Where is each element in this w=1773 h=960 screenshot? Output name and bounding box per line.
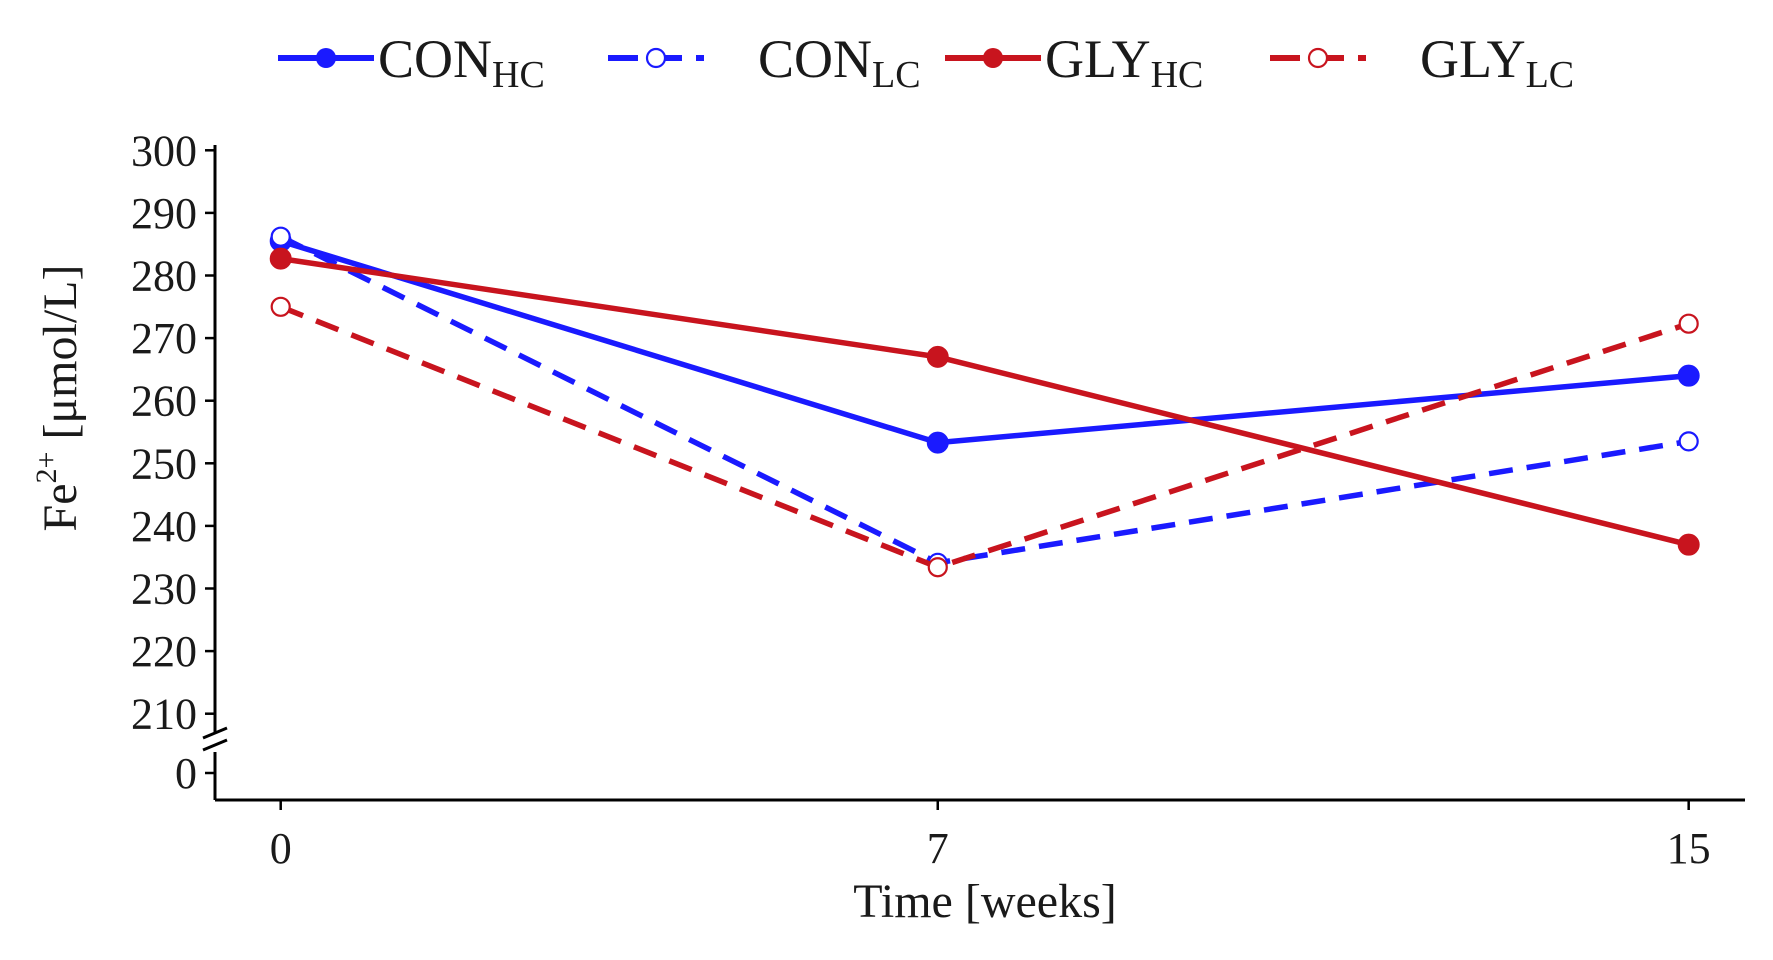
y-tick-label: 280: [131, 252, 197, 301]
legend-label: GLYLC: [1420, 29, 1574, 96]
axis-break-mark: [202, 738, 228, 752]
y-axis-title-rest: [μmol/L]: [34, 265, 87, 452]
data-point: [1677, 364, 1700, 387]
legend-label-main: CON: [758, 29, 872, 89]
y-tick-label: 250: [131, 439, 197, 488]
y-axis-title-sup: 2+: [30, 452, 63, 484]
legend-key-marker: [316, 48, 336, 68]
series-line-gly-hc: [280, 255, 1690, 548]
y-tick-label: 0: [175, 749, 197, 798]
legend-label-main: GLY: [1420, 29, 1526, 89]
data-point: [1677, 533, 1700, 556]
legend-key: [278, 48, 374, 68]
data-point: [269, 247, 292, 270]
y-axis-title-main: Fe: [34, 483, 87, 531]
data-point: [926, 345, 949, 368]
legend-label: GLYHC: [1045, 29, 1203, 96]
data-point: [1678, 431, 1699, 452]
legend-label-main: GLY: [1045, 29, 1151, 89]
legend-label-sub: HC: [492, 54, 545, 96]
y-tick-label: 270: [131, 314, 197, 363]
axis-break-mark: [202, 726, 228, 740]
x-axis-title: Time [weeks]: [853, 875, 1117, 928]
data-point: [270, 296, 291, 317]
legend-label-sub: LC: [1526, 54, 1575, 96]
series-line-con-lc: [279, 234, 1690, 566]
plot-area: [269, 226, 1700, 578]
y-tick-label: 260: [131, 377, 197, 426]
data-point: [1678, 313, 1699, 334]
legend: CONHC CONLC GLYHC GLYLC: [278, 29, 1574, 96]
x-tick-label: 15: [1667, 824, 1711, 873]
legend-label-sub: HC: [1151, 54, 1204, 96]
y-tick-label: 230: [131, 565, 197, 614]
legend-key-marker: [645, 47, 667, 69]
data-point: [270, 226, 291, 247]
x-tick-label: 7: [927, 824, 949, 873]
legend-label-main: CON: [378, 29, 492, 89]
y-tick-label: 220: [131, 627, 197, 676]
legend-key: [945, 48, 1041, 68]
y-tick-label: 300: [131, 126, 197, 175]
y-tick-label: 210: [131, 690, 197, 739]
legend-key: [608, 47, 704, 69]
legend-key: [1270, 47, 1366, 69]
legend-label: CONHC: [378, 29, 545, 96]
axes: 300 290 280 270 260 250 240 230 220 210 0 0 7 15: [131, 126, 1745, 873]
y-tick-label: 240: [131, 502, 197, 551]
data-point: [927, 557, 948, 578]
legend-label: CONLC: [758, 29, 921, 96]
y-tick-label: 290: [131, 189, 197, 238]
legend-label-sub: LC: [872, 54, 921, 96]
y-axis-title: Fe2+ [μmol/L]: [30, 265, 87, 532]
legend-key-marker: [1307, 47, 1329, 69]
legend-key-marker: [983, 48, 1003, 68]
data-point: [926, 431, 949, 454]
x-tick-label: 0: [270, 824, 292, 873]
